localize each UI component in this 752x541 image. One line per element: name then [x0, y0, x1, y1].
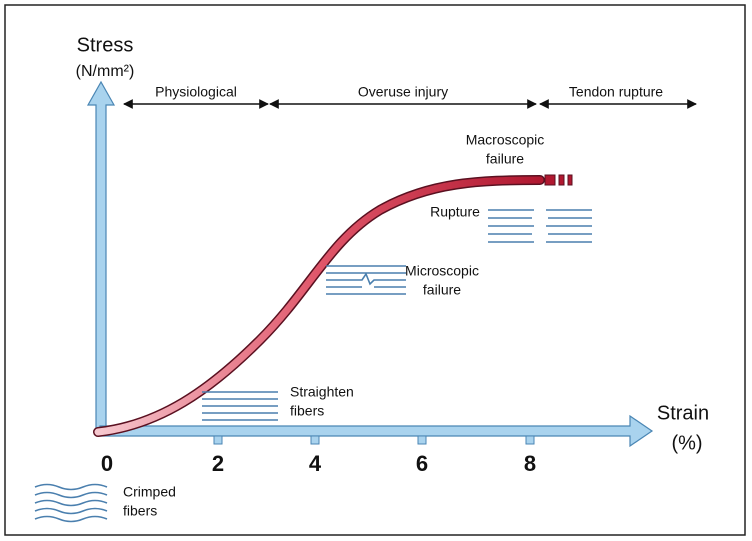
annotation: failure [423, 282, 461, 298]
annotation: Straighten [290, 384, 354, 400]
y-label: Stress [77, 34, 134, 56]
region-label: Overuse injury [358, 84, 448, 100]
annotation: fibers [290, 403, 324, 419]
y-unit: (N/mm²) [76, 63, 135, 80]
x-tick-label: 0 [101, 451, 113, 476]
diagram: Stress (N/mm²) Strain (%) 0 2 4 6 8 Phys… [0, 0, 752, 541]
x-tick-label: 6 [416, 451, 428, 476]
x-unit: (%) [671, 432, 702, 454]
annotation: Crimped [123, 484, 176, 500]
annotation: Macroscopic [466, 132, 545, 148]
annotation: Rupture [430, 204, 480, 220]
x-axis [100, 416, 652, 446]
x-tick-label: 8 [524, 451, 536, 476]
x-tick-label: 2 [212, 451, 224, 476]
annotation: fibers [123, 503, 157, 519]
x-tick-label: 4 [309, 451, 322, 476]
annotation: Microscopic [405, 263, 479, 279]
annotation: failure [486, 151, 524, 167]
tick-marks [214, 436, 534, 444]
region-label: Tendon rupture [569, 84, 663, 100]
region-label: Physiological [155, 84, 237, 100]
rupture-dashes [545, 175, 572, 185]
y-axis [88, 82, 114, 432]
x-label: Strain [657, 402, 709, 424]
